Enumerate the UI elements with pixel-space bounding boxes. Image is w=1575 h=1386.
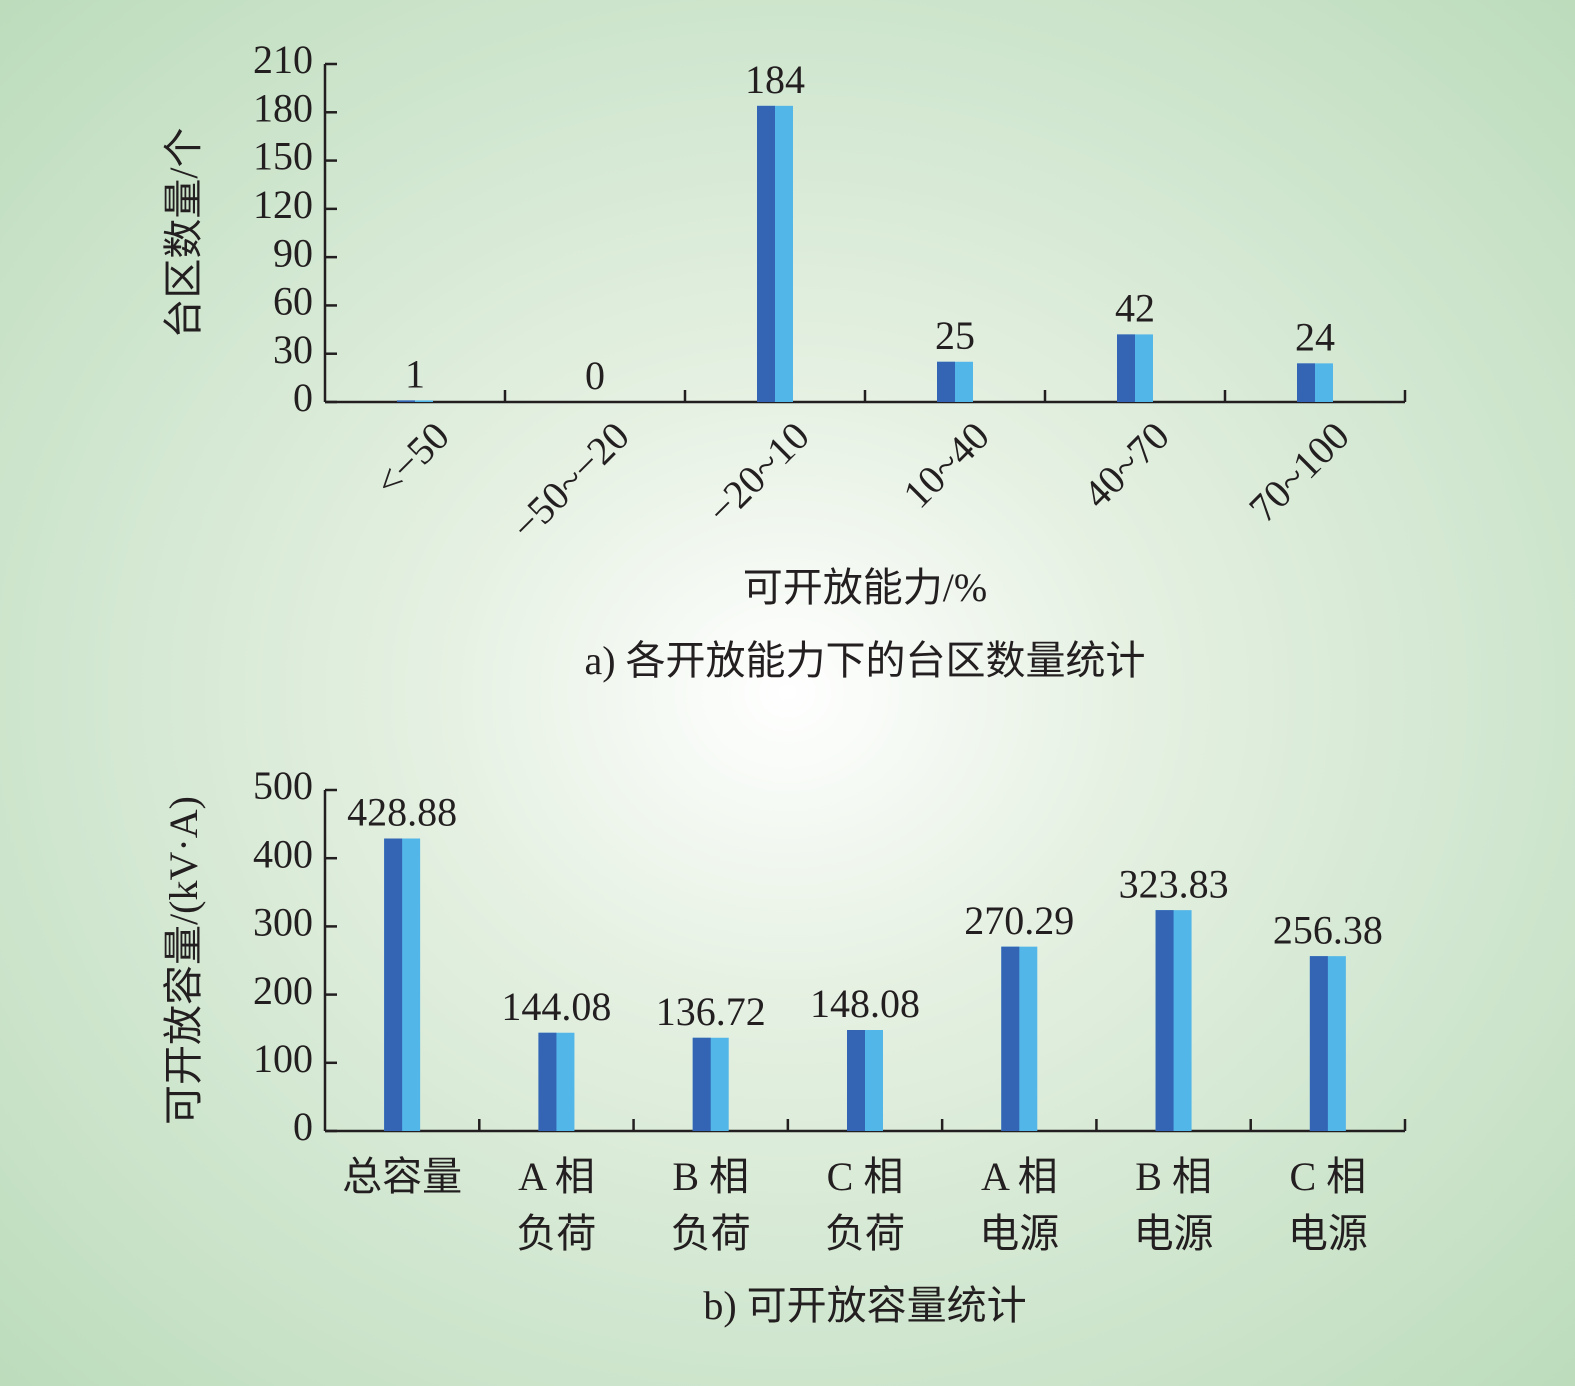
x-tick-label: 40~70 [1074, 413, 1178, 517]
value-label: 136.72 [656, 989, 766, 1034]
x-tick-label: 10~40 [894, 413, 998, 517]
x-tick-label: −50~−20 [502, 413, 638, 549]
caption: b) 可开放容量统计 [703, 1283, 1026, 1328]
value-label: 323.83 [1119, 861, 1229, 906]
y-tick-label: 0 [293, 375, 313, 420]
bar-shade [1001, 946, 1020, 1131]
y-tick-label: 100 [253, 1036, 313, 1081]
value-label: 256.38 [1273, 907, 1383, 952]
y-tick-label: 300 [253, 900, 313, 945]
bar-shade [1297, 363, 1315, 402]
y-tick-label: 200 [253, 968, 313, 1013]
x-axis-label: 可开放能力/% [743, 565, 987, 610]
value-label: 428.88 [347, 790, 457, 835]
x-tick-label: C 相负荷 [825, 1154, 905, 1256]
y-tick-label: 30 [273, 327, 313, 372]
x-tick-label: B 相负荷 [671, 1154, 751, 1256]
y-axis-label: 可开放容量/(kV·A) [161, 796, 206, 1125]
bar-shade [1309, 956, 1328, 1131]
x-tick-label: <−50 [366, 413, 458, 505]
value-label: 42 [1115, 286, 1155, 331]
bar-shade [1117, 334, 1135, 402]
bar-shade [1155, 910, 1174, 1131]
value-label: 25 [935, 313, 975, 358]
value-label: 1 [405, 352, 425, 397]
x-tick-label: B 相电源 [1134, 1154, 1214, 1256]
x-tick-label: 70~100 [1240, 413, 1358, 531]
bar-shade [538, 1032, 557, 1131]
y-tick-label: 500 [253, 763, 313, 808]
y-tick-label: 400 [253, 831, 313, 876]
value-label: 144.08 [501, 984, 611, 1029]
y-tick-label: 90 [273, 230, 313, 275]
y-tick-label: 150 [253, 134, 313, 179]
bar-shade [757, 105, 775, 402]
x-tick-label: A 相电源 [979, 1154, 1059, 1256]
x-tick-label: A 相负荷 [516, 1154, 596, 1256]
bar-shade [397, 400, 415, 402]
bar-shade [937, 361, 955, 402]
value-label: 0 [585, 353, 605, 398]
bar-shade [847, 1030, 865, 1131]
x-tick-label: 总容量 [342, 1154, 462, 1199]
value-label: 148.08 [810, 981, 920, 1026]
bar-shade [692, 1037, 711, 1131]
caption: a) 各开放能力下的台区数量统计 [584, 638, 1145, 683]
y-tick-label: 210 [253, 37, 313, 82]
y-tick-label: 120 [253, 182, 313, 227]
y-tick-label: 180 [253, 85, 313, 130]
y-axis-label: 台区数量/个 [161, 127, 206, 338]
bar-shade [384, 838, 403, 1131]
value-label: 270.29 [964, 898, 1074, 943]
value-label: 24 [1295, 315, 1335, 360]
y-tick-label: 60 [273, 279, 313, 324]
x-tick-label: −20~10 [698, 413, 818, 533]
x-tick-label: C 相电源 [1288, 1154, 1368, 1256]
value-label: 184 [745, 57, 805, 102]
y-tick-label: 0 [293, 1104, 313, 1149]
